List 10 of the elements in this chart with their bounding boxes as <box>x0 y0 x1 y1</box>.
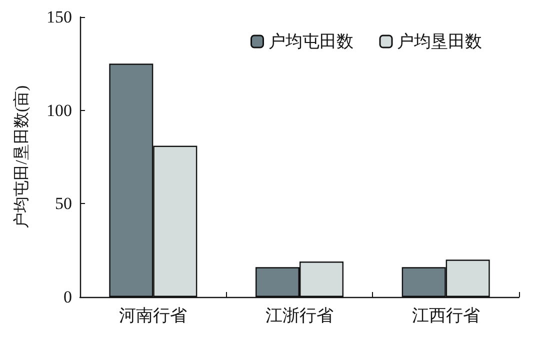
x-tick-label: 江西行省 <box>412 306 480 325</box>
x-tick-label: 河南行省 <box>119 306 188 325</box>
legend-label: 户均垦田数 <box>397 32 482 51</box>
y-axis-title: 户均屯田/垦田数(亩) <box>12 85 30 229</box>
x-tick-label: 江浙行省 <box>266 306 334 325</box>
y-tick-label: 150 <box>46 8 72 26</box>
y-tick-label: 0 <box>64 288 72 306</box>
y-tick-label: 50 <box>55 194 72 214</box>
legend-label: 户均屯田数 <box>268 32 354 51</box>
y-tick-label: 100 <box>46 100 72 120</box>
